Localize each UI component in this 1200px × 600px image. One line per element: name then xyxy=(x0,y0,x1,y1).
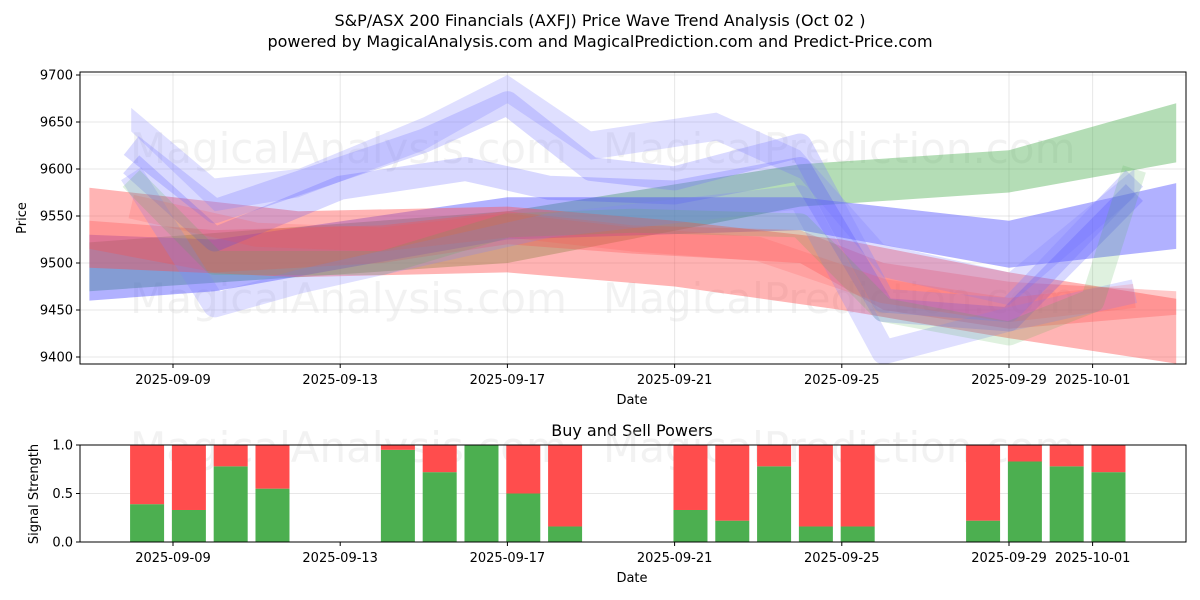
buy-bar xyxy=(422,472,457,542)
price-x-tick-label: 2025-09-25 xyxy=(804,373,880,388)
price-y-tick-label: 9450 xyxy=(40,304,73,319)
watermark-prediction-bottom: MagicalPrediction.com xyxy=(603,274,1076,323)
buy-bar xyxy=(548,526,583,542)
buy-bar xyxy=(1091,472,1126,542)
buy-bar xyxy=(464,445,499,542)
price-y-tick-label: 9550 xyxy=(40,210,73,225)
wave-wave-4 xyxy=(121,167,1138,364)
chart-subtitle: powered by MagicalAnalysis.com and Magic… xyxy=(267,32,932,51)
wave-wave-3 xyxy=(123,155,1143,332)
sell-bar xyxy=(213,445,248,467)
price-x-tick-label: 2025-09-17 xyxy=(470,373,546,388)
buy-bar xyxy=(171,509,206,542)
watermark-analysis-bottom: MagicalAnalysis.com xyxy=(130,274,567,323)
price-x-tick-label: 2025-09-09 xyxy=(135,373,211,388)
signal-plot: Buy and Sell Powers MagicalAnalysis.com … xyxy=(27,421,1187,586)
buy-bar xyxy=(380,449,415,542)
band-purple-band-mid xyxy=(89,211,1177,329)
band-green-band-long xyxy=(89,103,1177,292)
sell-bar xyxy=(1049,445,1084,467)
price-y-tick-label: 9500 xyxy=(40,257,73,272)
buy-bar xyxy=(757,466,792,542)
sell-bar xyxy=(380,445,415,450)
price-plot-background xyxy=(80,72,1186,364)
sell-bar xyxy=(715,445,750,521)
wave-wave-2 xyxy=(123,91,1144,322)
wave-wave-6 xyxy=(122,165,1146,346)
signal-x-ticks: 2025-09-09 2025-09-13 2025-09-17 2025-09-21… xyxy=(135,542,1130,566)
price-x-label: Date xyxy=(616,393,647,408)
price-y-tick-label: 9400 xyxy=(40,351,73,366)
sell-bar xyxy=(757,445,792,467)
band-wave-1 xyxy=(131,75,1135,306)
sell-bar xyxy=(673,445,708,510)
signal-x-tick-label: 2025-09-09 xyxy=(135,551,211,566)
price-x-tick-label: 2025-09-13 xyxy=(302,373,378,388)
sell-bar xyxy=(966,445,1001,521)
buy-bar xyxy=(966,520,1001,542)
buy-bar xyxy=(506,493,541,542)
signal-y-tick-label: 0.5 xyxy=(52,487,73,502)
buy-bar xyxy=(798,526,833,542)
sell-bar xyxy=(1007,445,1042,462)
signal-y-label: Signal Strength xyxy=(27,444,42,544)
signal-x-label: Date xyxy=(616,571,647,586)
signal-x-tick-label: 2025-09-21 xyxy=(637,551,713,566)
buy-bar xyxy=(213,466,248,542)
buy-bar xyxy=(1049,466,1084,542)
watermark-analysis-top: MagicalAnalysis.com xyxy=(130,124,567,173)
price-plot: MagicalAnalysis.com MagicalPrediction.co… xyxy=(15,69,1187,408)
price-plot-frame xyxy=(79,71,1187,365)
sell-bar xyxy=(1091,445,1126,473)
band-blue-band-long xyxy=(89,183,1177,301)
signal-x-tick-label: 2025-10-01 xyxy=(1055,551,1131,566)
price-grid xyxy=(80,72,1186,364)
sell-bar xyxy=(548,445,583,527)
buy-bar xyxy=(715,520,750,542)
price-y-label: Price xyxy=(15,202,30,234)
sell-bar xyxy=(840,445,875,527)
price-y-tick-label: 9600 xyxy=(40,163,73,178)
signal-y-tick-label: 0.0 xyxy=(52,536,73,551)
signal-x-tick-label: 2025-09-25 xyxy=(804,551,880,566)
signal-bars xyxy=(130,445,1126,542)
buy-bar xyxy=(255,488,290,542)
buy-bar xyxy=(840,526,875,542)
price-x-tick-label: 2025-10-01 xyxy=(1055,373,1131,388)
signal-title: Buy and Sell Powers xyxy=(551,421,713,440)
signal-x-tick-label: 2025-09-13 xyxy=(302,551,378,566)
band-red-band-long xyxy=(89,187,1177,364)
price-x-ticks: 2025-09-09 2025-09-13 2025-09-17 2025-09-21… xyxy=(135,364,1130,388)
watermark-prediction-top: MagicalPrediction.com xyxy=(603,124,1076,173)
sell-bar xyxy=(171,445,206,510)
price-y-ticks: 9400 9450 9500 9550 9600 9650 9700 xyxy=(40,69,80,366)
buy-bar xyxy=(673,509,708,542)
signal-x-tick-label: 2025-09-29 xyxy=(971,551,1047,566)
buy-bar xyxy=(1007,461,1042,542)
price-y-tick-label: 9650 xyxy=(40,116,73,131)
price-watermarks: MagicalAnalysis.com MagicalPrediction.co… xyxy=(130,124,1076,323)
signal-y-tick-label: 1.0 xyxy=(52,439,73,454)
signal-x-tick-label: 2025-09-17 xyxy=(470,551,546,566)
sell-bar xyxy=(506,445,541,494)
wave-wave-5 xyxy=(128,194,1136,322)
sell-bar xyxy=(255,445,290,489)
price-y-tick-label: 9700 xyxy=(40,69,73,84)
signal-y-ticks: 0.0 0.5 1.0 xyxy=(52,439,80,551)
price-x-tick-label: 2025-09-29 xyxy=(971,373,1047,388)
chart-title: S&P/ASX 200 Financials (AXFJ) Price Wave… xyxy=(334,11,865,30)
price-bands xyxy=(89,75,1177,364)
sell-bar xyxy=(798,445,833,527)
buy-bar xyxy=(130,504,165,542)
sell-bar xyxy=(130,445,165,505)
price-x-tick-label: 2025-09-21 xyxy=(637,373,713,388)
sell-bar xyxy=(422,445,457,473)
